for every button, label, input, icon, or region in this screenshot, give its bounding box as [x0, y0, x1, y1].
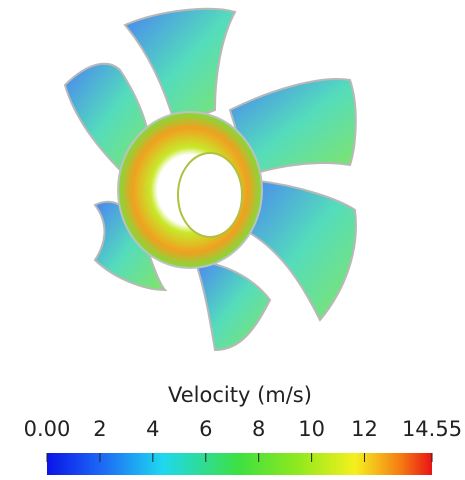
tick-label: 12 [351, 417, 378, 441]
hub-hole [178, 153, 242, 237]
tick-label: 14.55 [402, 417, 462, 441]
tick-label: 8 [252, 417, 265, 441]
tick-label: 10 [298, 417, 325, 441]
tick-label: 2 [93, 417, 106, 441]
tick-label: 6 [199, 417, 212, 441]
colorbar-title: Velocity (m/s) [168, 383, 312, 407]
visualization: Velocity (m/s) 0.00 2 4 6 8 10 12 14.55 [0, 0, 465, 480]
tick-label: 0.00 [24, 417, 71, 441]
tick-label: 4 [146, 417, 159, 441]
colorbar [47, 453, 432, 475]
